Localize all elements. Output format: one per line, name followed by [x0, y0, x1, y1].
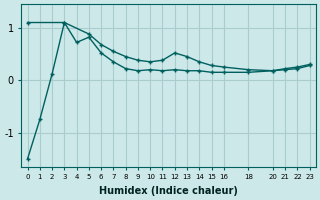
X-axis label: Humidex (Indice chaleur): Humidex (Indice chaleur)	[99, 186, 238, 196]
